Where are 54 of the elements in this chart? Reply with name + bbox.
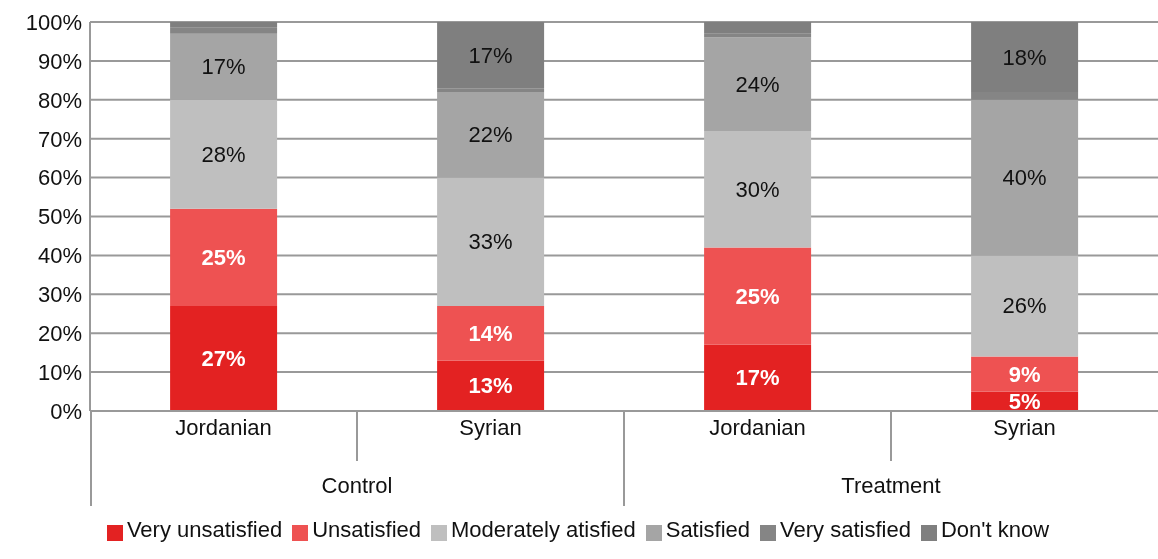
- data-label: 28%: [201, 141, 246, 167]
- y-tick-label: 90%: [37, 48, 82, 74]
- x-tick-label: Syrian: [993, 414, 1056, 440]
- y-tick-label: 100%: [25, 9, 82, 35]
- legend-label: Satisfied: [665, 517, 751, 542]
- bar: [437, 360, 545, 411]
- data-label: 17%: [735, 365, 780, 391]
- x-tick-label: Jordanian: [709, 414, 806, 440]
- bar: [704, 344, 812, 411]
- data-label: 26%: [1002, 293, 1047, 319]
- data-label: 27%: [201, 345, 246, 371]
- data-label: 25%: [201, 244, 246, 270]
- bar: [437, 22, 545, 89]
- y-tick-label: 80%: [37, 87, 82, 113]
- y-tick-label: 10%: [37, 359, 82, 385]
- text: Treatment: [841, 473, 941, 498]
- y-tick-label: 60%: [37, 165, 82, 191]
- legend-label: Very unsatisfied: [126, 517, 283, 542]
- bar: [971, 255, 1079, 357]
- bar: [704, 130, 812, 248]
- data-label: 13%: [468, 373, 513, 399]
- bar: [704, 22, 812, 34]
- data-label: 14%: [468, 320, 513, 346]
- legend-label: Moderately atisfied: [451, 517, 636, 542]
- y-tick-label: 30%: [37, 282, 82, 308]
- legend-label: Don't know: [940, 517, 1050, 542]
- bar: [971, 356, 1079, 392]
- legend-label: Very satisfied: [780, 517, 911, 542]
- y-tick-label: 70%: [37, 126, 82, 152]
- data-label: 9%: [1008, 361, 1041, 387]
- data-label: 18%: [1002, 44, 1047, 70]
- x-tick-label: Syrian: [459, 414, 522, 440]
- data-label: 25%: [735, 283, 780, 309]
- y-tick-label: 40%: [37, 243, 82, 269]
- bar: [170, 208, 278, 306]
- data-label: 5%: [1008, 388, 1041, 414]
- bar: [437, 177, 545, 306]
- y-tick-label: 50%: [37, 204, 82, 230]
- data-label: 17%: [468, 42, 513, 68]
- bar: [437, 305, 545, 361]
- bar: [704, 247, 812, 345]
- data-label: 17%: [201, 54, 246, 80]
- y-tick-label: 0%: [50, 398, 82, 424]
- y-tick-label: 20%: [37, 321, 82, 347]
- bar: [170, 305, 278, 411]
- data-label: 24%: [735, 71, 780, 97]
- x-tick-label: Jordanian: [175, 414, 272, 440]
- data-label: 40%: [1002, 165, 1047, 191]
- data-label: 22%: [468, 122, 513, 148]
- bar: [170, 99, 278, 209]
- text: Control: [321, 473, 393, 498]
- data-label: 33%: [468, 229, 513, 255]
- data-label: 30%: [735, 176, 780, 202]
- legend-label: Unsatisfied: [312, 517, 422, 542]
